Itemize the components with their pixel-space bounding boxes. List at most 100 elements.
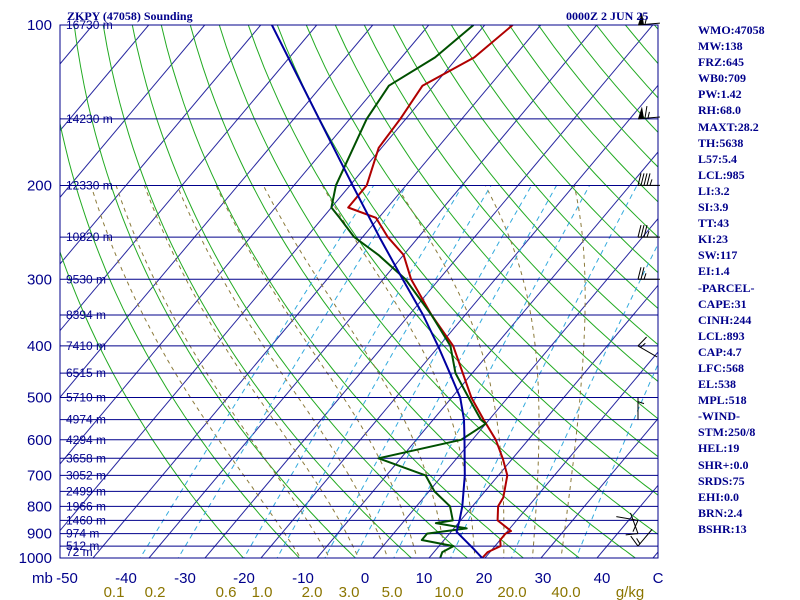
- index-row: MAXT:28.2: [698, 119, 759, 134]
- moist-adiabat-line: [262, 185, 447, 558]
- wind-barb-shaft: [637, 345, 658, 358]
- index-row: WMO:47058: [698, 23, 765, 37]
- wind-barb-flag: [638, 12, 644, 25]
- isotherm-line: [148, 25, 598, 558]
- dry-adiabat-line: [276, 25, 658, 496]
- wind-barb-full: [640, 224, 645, 238]
- moist-adiabat-line: [143, 185, 360, 558]
- dry-adiabat-line: [305, 25, 658, 458]
- isotherm-line: [316, 151, 658, 558]
- wind-barb-full: [646, 173, 651, 186]
- mixing-ratio-label: 10.0: [434, 584, 463, 600]
- mixing-ratio-line: [354, 185, 558, 558]
- pressure-tick-label: 100: [27, 17, 52, 34]
- mixing-ratio-line: [324, 185, 533, 558]
- dry-adiabat-line: [363, 25, 658, 383]
- height-label: 3658 m: [66, 451, 106, 465]
- height-label: 8394 m: [66, 308, 106, 322]
- index-row: SI:3.9: [698, 200, 729, 215]
- index-row: KI:23: [698, 232, 728, 247]
- mixing-ratio-line: [276, 185, 492, 558]
- index-row: -PARCEL-: [698, 280, 755, 295]
- height-label: 14230 m: [66, 112, 113, 126]
- height-label: 4294 m: [66, 433, 106, 447]
- wind-barb-half: [646, 230, 650, 238]
- wind-barb-column: [616, 12, 660, 547]
- mixing-ratio-label: 20.0: [497, 584, 526, 600]
- index-row: FRZ:645: [698, 55, 744, 70]
- height-label: 4974 m: [66, 413, 106, 427]
- wind-barb-full: [637, 224, 642, 238]
- index-row: MW:138: [698, 39, 743, 54]
- mixing-ratio-label: 40.0: [551, 584, 580, 600]
- index-row: RH:68.0: [698, 103, 741, 118]
- pressure-tick-label: 800: [27, 498, 52, 515]
- mixing-ratio-line: [393, 185, 591, 558]
- isotherm-line: [540, 417, 658, 558]
- mixing-ratio-label: 0.6: [216, 584, 237, 600]
- mixing-ratio-label: 5.0: [382, 584, 403, 600]
- pressure-tick-label: 200: [27, 177, 52, 194]
- isotherm-line: [60, 25, 318, 332]
- dry-adiabat-line: [450, 25, 658, 274]
- wind-barb-full: [637, 336, 647, 347]
- dry-adiabat-line: [102, 25, 413, 558]
- temperature-tick-label: 10: [416, 570, 433, 587]
- height-label: 2499 m: [66, 484, 106, 498]
- wind-barb-full: [625, 533, 639, 536]
- dry-adiabat-line: [247, 25, 658, 535]
- index-row: LI:3.2: [698, 183, 730, 198]
- wind-barb-half: [636, 538, 641, 545]
- wind-barb-half: [644, 18, 647, 25]
- height-label: 10820 m: [66, 230, 113, 244]
- dry-adiabat-line: [160, 25, 525, 558]
- dry-adiabat-line: [73, 25, 357, 558]
- dry-adiabat-line: [60, 121, 301, 558]
- wind-barb-full: [640, 267, 645, 280]
- wind-barb-shaft: [630, 512, 639, 534]
- index-row: TT:43: [698, 216, 730, 231]
- sounding-traces: [271, 25, 514, 558]
- height-label: 1460 m: [66, 513, 106, 527]
- wind-barb: [637, 105, 660, 120]
- temperature-tick-label: 20: [476, 570, 493, 587]
- pressure-unit-label: mb: [32, 570, 53, 587]
- index-row: EL:538: [698, 377, 737, 392]
- mixing-ratio-label: 1.0: [252, 584, 273, 600]
- wind-barb-shaft: [637, 22, 660, 26]
- wind-barb: [637, 224, 660, 238]
- index-row: HEL:19: [698, 441, 740, 456]
- index-row: CINH:244: [698, 312, 752, 327]
- wind-barb-half: [637, 401, 645, 405]
- mixing-ratio-label: 3.0: [339, 584, 360, 600]
- height-label: 12330 m: [66, 178, 113, 192]
- height-label: 72 m: [66, 545, 93, 559]
- wind-barb-half: [640, 342, 646, 348]
- index-row: CAP:4.7: [698, 344, 742, 359]
- mixing-ratio-line: [139, 185, 375, 558]
- dry-adiabats: [60, 25, 658, 558]
- isotherm-line: [60, 25, 486, 532]
- index-row: -WIND-: [698, 409, 740, 424]
- wind-barb-full: [644, 105, 648, 119]
- wind-barb: [637, 267, 660, 280]
- temperature-tick-label: -40: [115, 570, 137, 587]
- index-row: WB0:709: [698, 71, 746, 86]
- height-label: 6515 m: [66, 366, 106, 380]
- index-row: CAPE:31: [698, 296, 747, 311]
- wind-barb: [625, 512, 639, 536]
- sounding-indices-panel: WMO:47058 MW:138 FRZ:645 WB0:709 PW:1.42 RH:6…: [698, 22, 798, 537]
- dry-adiabat-line: [189, 25, 581, 558]
- isotherm-line: [60, 25, 150, 132]
- height-label: 9530 m: [66, 272, 106, 286]
- wind-barb-full: [643, 224, 648, 238]
- temperature-tick-label: -30: [174, 570, 196, 587]
- wind-barb-half: [643, 273, 647, 280]
- wind-barb-shaft: [616, 516, 639, 521]
- wind-barb: [637, 397, 645, 420]
- index-row: PW:1.42: [698, 87, 742, 102]
- wind-barb-full: [637, 173, 642, 186]
- height-label: 1966 m: [66, 499, 106, 513]
